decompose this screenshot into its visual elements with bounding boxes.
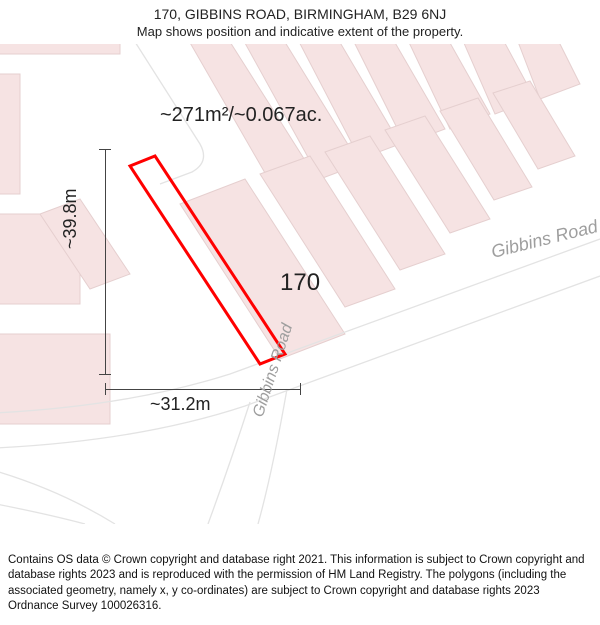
building-shape [0,334,110,424]
map-area: ~271m²/~0.067ac. ~39.8m ~31.2m 170 Gibbi… [0,44,600,524]
header-subtitle: Map shows position and indicative extent… [0,24,600,39]
dimension-tick [99,374,111,375]
dimension-tick [105,383,106,395]
building-shape [0,44,120,54]
area-annotation: ~271m²/~0.067ac. [160,104,322,127]
width-annotation: ~31.2m [150,394,211,415]
height-annotation: ~39.8m [60,188,81,249]
property-address: 170, GIBBINS ROAD, BIRMINGHAM, B29 6NJ [0,6,600,22]
dimension-line-vertical [105,149,106,374]
dimension-tick [300,383,301,395]
building-shape [0,74,20,194]
house-number-label: 170 [280,269,320,297]
copyright-footer: Contains OS data © Crown copyright and d… [0,547,600,625]
header: 170, GIBBINS ROAD, BIRMINGHAM, B29 6NJ M… [0,0,600,39]
dimension-tick [99,149,111,150]
